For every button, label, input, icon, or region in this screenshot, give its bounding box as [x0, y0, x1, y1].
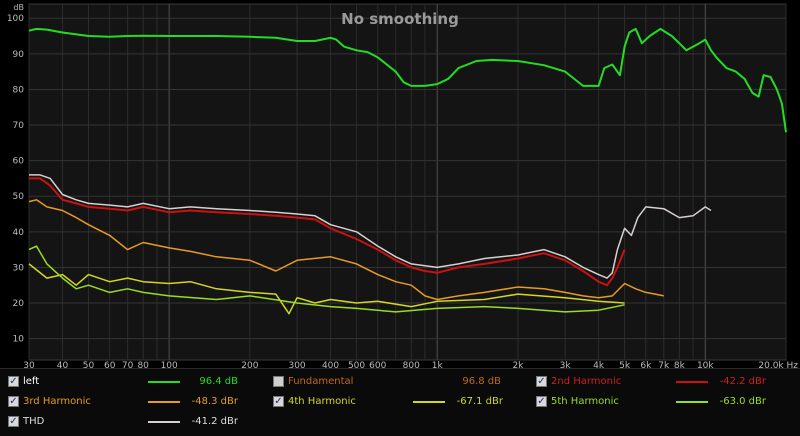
legend-checkbox-3rd-harmonic[interactable]: ✓	[8, 396, 19, 407]
y-tick-label: 10	[13, 335, 25, 345]
legend-item-fundamental[interactable]: Fundamental 96.8 dB	[273, 375, 523, 391]
x-tick-label: 2k	[512, 361, 524, 368]
x-tick-label: 7k	[658, 361, 670, 368]
legend-item-thd[interactable]: ✓ THD -41.2 dBr	[8, 415, 258, 431]
y-tick-label: 80	[13, 85, 25, 95]
legend-checkbox-4th-harmonic[interactable]: ✓	[273, 396, 284, 407]
legend-item-5th-harmonic[interactable]: ✓ 5th Harmonic -63.0 dBr	[536, 395, 786, 411]
legend-checkbox-thd[interactable]: ✓	[8, 416, 19, 427]
x-tick-label: 50	[83, 361, 95, 368]
legend-label-3rd-harmonic: 3rd Harmonic	[23, 396, 91, 407]
x-tick-label: 5k	[619, 361, 631, 368]
x-tick-label: 40	[57, 361, 69, 368]
legend-item-2nd-harmonic[interactable]: ✓ 2nd Harmonic -42.2 dBr	[536, 375, 786, 391]
y-tick-label: 100	[7, 14, 24, 24]
x-tick-label: 400	[322, 361, 339, 368]
legend-swatch-thd	[148, 421, 180, 423]
x-tick-label: 3k	[560, 361, 572, 368]
x-tick-label: 70	[122, 361, 134, 368]
x-tick-label: 1k	[432, 361, 444, 368]
legend-value-3rd-harmonic: -48.3 dBr	[191, 396, 238, 407]
legend-value-fundamental: 96.8 dB	[462, 376, 501, 387]
legend-label-left: left	[23, 376, 40, 387]
legend-swatch-5th-harmonic	[676, 401, 708, 403]
legend-label-thd: THD	[23, 416, 45, 427]
y-tick-label: 30	[13, 263, 25, 273]
legend-label-4th-harmonic: 4th Harmonic	[288, 396, 356, 407]
legend-item-3rd-harmonic[interactable]: ✓ 3rd Harmonic -48.3 dBr	[8, 395, 258, 411]
legend-swatch-4th-harmonic	[413, 401, 445, 403]
y-tick-label: 40	[13, 228, 25, 238]
legend-item-4th-harmonic[interactable]: ✓ 4th Harmonic -67.1 dBr	[273, 395, 523, 411]
legend-value-4th-harmonic: -67.1 dBr	[456, 396, 503, 407]
x-tick-label: 4k	[593, 361, 605, 368]
series-line-left	[28, 27, 787, 133]
legend-label-5th-harmonic: 5th Harmonic	[551, 396, 619, 407]
x-tick-label: 100	[161, 361, 178, 368]
y-tick-label: 70	[13, 121, 25, 131]
series-line-5th-harmonic	[28, 245, 625, 313]
x-tick-label: 10k	[697, 361, 714, 368]
y-tick-label: 90	[13, 50, 25, 60]
legend-label-fundamental: Fundamental	[288, 376, 354, 387]
legend-checkbox-5th-harmonic[interactable]: ✓	[536, 396, 547, 407]
plot-area	[28, 3, 787, 361]
legend-swatch-2nd-harmonic	[676, 381, 708, 383]
y-axis-unit-label: dB	[13, 3, 24, 12]
x-tick-label: 6k	[640, 361, 652, 368]
x-tick-label: 200	[241, 361, 258, 368]
x-tick-label: 800	[403, 361, 420, 368]
x-tick-label: 60	[104, 361, 116, 368]
x-tick-label: 30	[23, 361, 35, 368]
x-tick-label: 80	[137, 361, 149, 368]
legend-label-2nd-harmonic: 2nd Harmonic	[551, 376, 622, 387]
x-tick-label: 8k	[674, 361, 686, 368]
y-tick-label: 50	[13, 192, 25, 202]
legend-swatch-left	[148, 381, 180, 383]
legend-checkbox-left[interactable]: ✓	[8, 376, 19, 387]
series-line-2nd-harmonic	[29, 177, 626, 287]
chart-title: No smoothing	[341, 10, 459, 28]
legend-checkbox-fundamental[interactable]	[273, 376, 284, 387]
legend-value-5th-harmonic: -63.0 dBr	[719, 396, 766, 407]
legend-value-2nd-harmonic: -42.2 dBr	[719, 376, 766, 387]
y-tick-label: 60	[13, 157, 25, 167]
legend-checkbox-2nd-harmonic[interactable]: ✓	[536, 376, 547, 387]
x-tick-label: 600	[369, 361, 386, 368]
y-tick-label: 20	[13, 299, 25, 309]
legend-item-left[interactable]: ✓ left 96.4 dB	[8, 375, 258, 391]
x-tick-label: 500	[348, 361, 365, 368]
x-tick-label: 300	[288, 361, 305, 368]
legend-value-thd: -41.2 dBr	[191, 416, 238, 427]
series-line-3rd-harmonic	[28, 199, 664, 301]
legend-panel: ✓ left 96.4 dB Fundamental 96.8 dB ✓ 2nd…	[0, 368, 800, 436]
legend-value-left: 96.4 dB	[199, 376, 238, 387]
series-line-4th-harmonic	[28, 263, 625, 315]
series-line-thd	[29, 174, 712, 279]
x-tick-label: 20.0k Hz	[758, 361, 798, 368]
legend-swatch-3rd-harmonic	[148, 401, 180, 403]
